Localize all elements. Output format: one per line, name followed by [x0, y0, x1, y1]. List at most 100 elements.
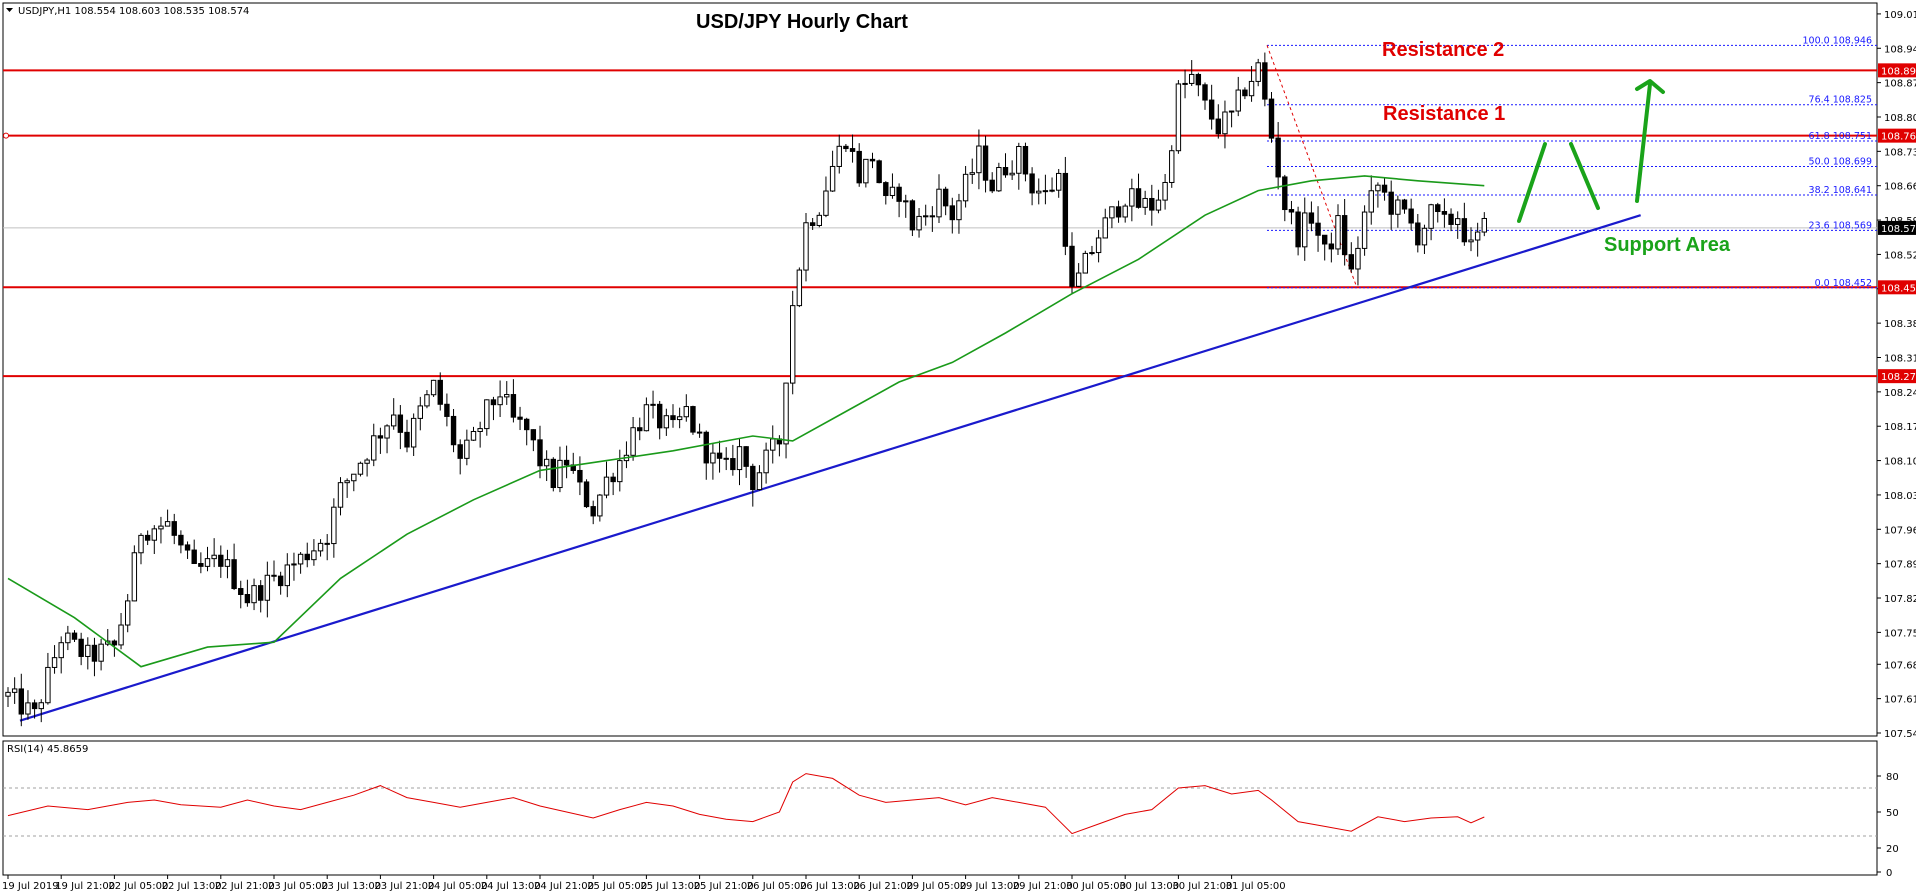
candle-body	[610, 476, 616, 483]
candle-body	[311, 550, 317, 561]
y-tick-label: 109.010	[1884, 10, 1916, 21]
candle-body	[25, 702, 31, 715]
fib-level-label: 0.0 108.452	[1815, 278, 1872, 289]
candle-body	[1189, 73, 1195, 84]
candle-body	[131, 552, 138, 602]
candle-body	[577, 469, 583, 483]
y-tick-label: 108.240	[1884, 388, 1916, 399]
candle-body	[1282, 176, 1288, 211]
candle-body	[590, 506, 596, 517]
level-price-tag-text: 108.272	[1881, 372, 1916, 383]
candle-body	[1135, 188, 1142, 208]
candle-body	[204, 558, 211, 567]
candle-body	[504, 394, 510, 398]
candle-body	[1441, 211, 1448, 215]
candle-body	[357, 462, 364, 475]
candle-body	[98, 643, 104, 662]
candle-body	[1142, 197, 1148, 208]
candle-body	[71, 632, 78, 640]
level-anchor-point	[3, 132, 9, 139]
candle-body	[211, 554, 217, 560]
candle-body	[1255, 62, 1261, 82]
candle-body	[856, 150, 862, 184]
candle-body	[696, 431, 703, 434]
candle-body	[404, 431, 410, 448]
candle-body	[650, 403, 656, 406]
rsi-tick-label: 80	[1886, 772, 1899, 783]
candle-body	[1095, 237, 1102, 254]
candle-body	[923, 215, 929, 218]
candle-body	[670, 415, 676, 421]
candle-body	[550, 458, 556, 489]
candle-body	[1275, 137, 1281, 178]
candle-body	[1222, 111, 1228, 135]
candle-body	[1102, 217, 1108, 239]
x-tick-label: 22 Jul 05:00	[108, 881, 168, 892]
candle-body	[304, 553, 310, 561]
candle-body	[710, 452, 716, 464]
y-tick-label: 108.800	[1884, 113, 1916, 124]
candle-body	[736, 446, 743, 471]
candle-body	[1042, 190, 1049, 193]
candle-body	[956, 200, 962, 221]
candle-body	[337, 482, 344, 508]
fib-level-label: 50.0 108.699	[1809, 157, 1872, 168]
trendline-layer	[19, 214, 1641, 722]
symbol-dropdown-icon[interactable]	[6, 8, 13, 12]
candle-body	[524, 418, 530, 431]
y-tick-label: 108.870	[1884, 79, 1916, 90]
candle-body	[809, 222, 816, 226]
candlestick-series	[5, 52, 1487, 727]
candle-body	[364, 459, 370, 464]
candle-body	[1075, 272, 1082, 287]
candle-body	[929, 215, 936, 218]
candle-body	[1009, 172, 1015, 176]
y-tick-label: 107.545	[1884, 729, 1916, 740]
candle-body	[450, 415, 457, 446]
candle-body	[1036, 190, 1042, 194]
candle-body	[410, 417, 417, 448]
candle-body	[1056, 172, 1062, 191]
resistance-support-levels	[3, 69, 1877, 378]
symbol-info: USDJPY,H1 108.554 108.603 108.535 108.57…	[18, 6, 249, 17]
candle-body	[903, 200, 909, 203]
projection-arrow-segment	[1517, 142, 1547, 223]
y-tick-label: 108.730	[1884, 147, 1916, 158]
y-tick-label: 108.030	[1884, 491, 1916, 502]
candle-body	[976, 145, 982, 174]
candle-body	[1122, 205, 1128, 218]
candle-body	[770, 438, 776, 451]
candle-body	[391, 414, 397, 427]
candle-body	[1455, 218, 1461, 225]
candle-body	[889, 186, 896, 197]
candle-body	[816, 214, 822, 226]
candle-body	[1355, 247, 1361, 270]
candle-body	[244, 594, 251, 604]
candle-body	[1248, 80, 1255, 97]
y-tick-label: 108.520	[1884, 250, 1916, 261]
candle-body	[384, 425, 390, 439]
candle-body	[324, 542, 330, 545]
candle-body	[657, 403, 663, 429]
level-price-tag-text: 108.762	[1881, 132, 1916, 143]
candle-body	[144, 534, 151, 541]
candle-body	[258, 585, 264, 601]
candle-body	[1302, 212, 1308, 248]
candle-body	[464, 439, 470, 459]
x-tick-label: 19 Jul 21:00	[55, 881, 115, 892]
candle-body	[477, 428, 483, 432]
x-tick-label: 30 Jul 13:00	[1119, 881, 1179, 892]
candle-body	[1228, 110, 1235, 113]
candle-body	[291, 563, 297, 566]
candle-body	[563, 459, 570, 466]
candle-body	[1049, 189, 1055, 192]
candle-body	[1129, 188, 1135, 207]
moving-average-layer	[7, 175, 1485, 668]
x-tick-label: 24 Jul 05:00	[428, 881, 488, 892]
candle-body	[198, 563, 204, 567]
candle-body	[543, 458, 550, 467]
x-tick-label: 25 Jul 13:00	[640, 881, 700, 892]
candle-body	[1341, 215, 1348, 256]
candle-body	[58, 642, 64, 659]
